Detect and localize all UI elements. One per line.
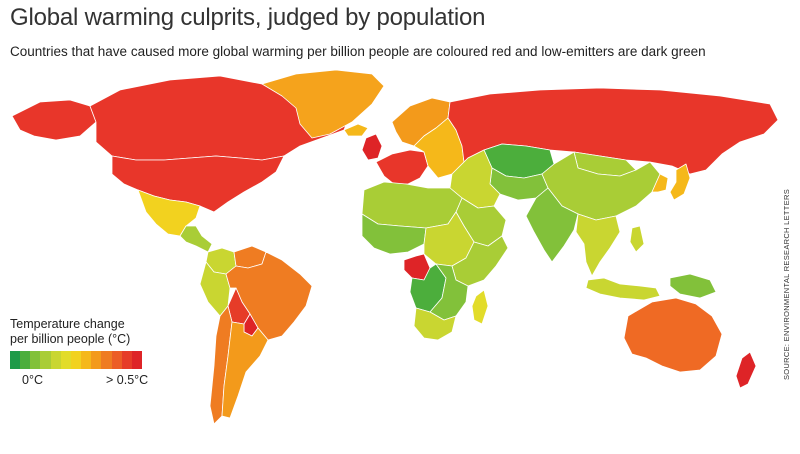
region-iceland <box>343 123 369 137</box>
region-japan <box>669 163 691 201</box>
legend-title-line2: per billion people (°C) <box>10 332 131 346</box>
world-map-svg <box>11 69 779 425</box>
region-brazil <box>225 251 313 341</box>
legend-ends: 0°C > 0.5°C <box>10 373 160 389</box>
region-madagascar <box>471 289 489 325</box>
page-title: Global warming culprits, judged by popul… <box>10 4 486 31</box>
legend-swatch-6 <box>70 351 82 369</box>
legend-swatch-1 <box>20 351 31 369</box>
legend: Temperature change per billion people (°… <box>10 317 170 389</box>
legend-max-label: > 0.5°C <box>106 373 149 387</box>
legend-swatch-10 <box>111 351 122 369</box>
legend-swatch-4 <box>50 351 61 369</box>
region-new-zealand <box>735 351 757 389</box>
region-alaska <box>11 99 97 141</box>
region-uk <box>361 133 383 161</box>
legend-title-line1: Temperature change <box>10 317 125 331</box>
region-australia <box>623 297 723 373</box>
region-western-europe <box>375 149 429 185</box>
legend-swatch-3 <box>40 351 51 369</box>
region-usa <box>111 155 285 213</box>
legend-swatch-2 <box>30 351 41 369</box>
region-east-africa <box>451 235 509 287</box>
legend-swatch-9 <box>101 351 112 369</box>
legend-min-label: 0°C <box>22 373 43 387</box>
region-southeast-asia <box>575 213 621 277</box>
region-korea <box>651 173 669 193</box>
legend-swatch-0 <box>10 351 21 369</box>
region-argentina <box>221 321 269 419</box>
legend-swatch-11 <box>121 351 132 369</box>
region-new-guinea <box>669 273 717 299</box>
region-south-africa <box>413 307 457 341</box>
region-mexico <box>137 189 201 237</box>
region-indonesia <box>585 277 661 301</box>
legend-swatch-7 <box>81 351 92 369</box>
region-philippines <box>629 225 645 253</box>
region-west-africa <box>361 213 427 255</box>
region-india <box>525 187 579 263</box>
source-credit: SOURCE: ENVIRONMENTAL RESEARCH LETTERS <box>782 188 791 380</box>
region-north-africa <box>361 181 463 229</box>
region-central-america <box>179 225 213 253</box>
page-subtitle: Countries that have caused more global w… <box>10 44 706 59</box>
region-greenland <box>261 69 385 139</box>
legend-swatch-5 <box>60 351 71 369</box>
legend-swatch-8 <box>91 351 102 369</box>
legend-color-scale <box>10 351 143 369</box>
world-map <box>0 66 790 454</box>
legend-swatch-12 <box>131 351 143 369</box>
